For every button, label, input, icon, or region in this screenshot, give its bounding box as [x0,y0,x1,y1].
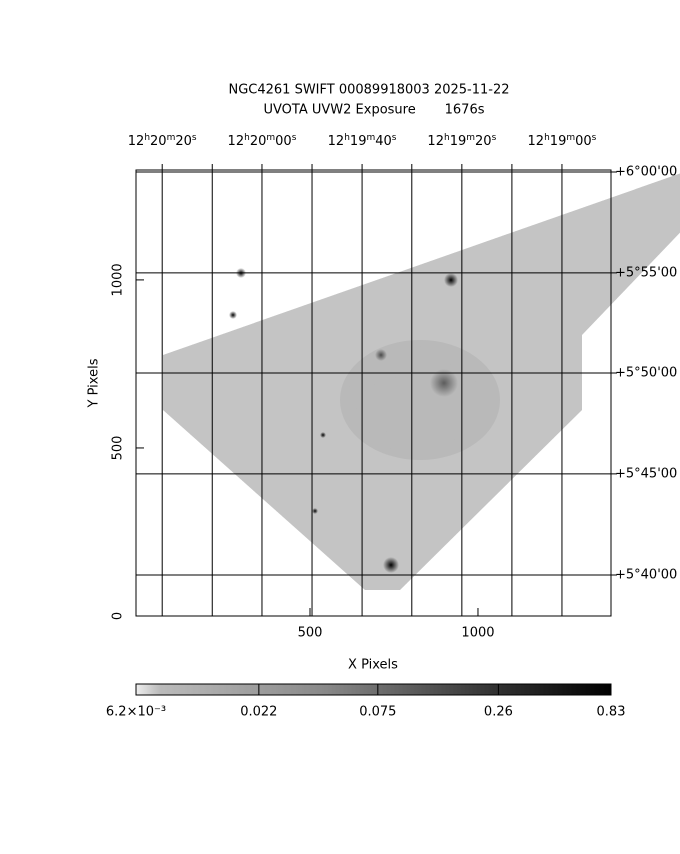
sky-image [163,173,680,590]
ra-tick-label: 12h19m20s [427,133,496,149]
y-tick-label: 500 [111,436,126,461]
y-tick-label: 1000 [111,263,126,296]
dec-tick-label: +5°55'00 [615,265,677,280]
x-axis-label: X Pixels [348,658,398,673]
x-tick-label: 1000 [461,626,494,641]
y-axis-label: Y Pixels [87,358,102,408]
dec-tick-label: +5°40'00 [615,567,677,582]
ra-tick-label: 12h19m40s [328,133,397,149]
colorbar-tick-label: 0.022 [240,705,277,720]
colorbar [135,683,612,696]
x-tick-label: 500 [298,626,323,641]
dec-tick-label: +5°50'00 [615,366,677,381]
colorbar-tick-label: 0.26 [484,705,513,720]
y-tick-label: 0 [111,612,126,620]
colorbar-tick-label: 6.2×10⁻³ [106,705,166,720]
colorbar-tick-label: 0.83 [597,705,626,720]
colorbar-tick-label: 0.075 [359,705,396,720]
chart-subtitle: UVOTA UVW2 Exposure 1676s [264,103,485,118]
ra-tick-label: 12h20m00s [228,133,297,149]
ra-tick-label: 12h20m20s [128,133,197,149]
chart-title: NGC4261 SWIFT 00089918003 2025-11-22 [228,83,509,98]
dec-tick-label: +5°45'00 [615,466,677,481]
ra-tick-label: 12h19m00s [528,133,597,149]
dec-tick-label: +6°00'00 [615,165,677,180]
plot-frame [135,169,612,617]
